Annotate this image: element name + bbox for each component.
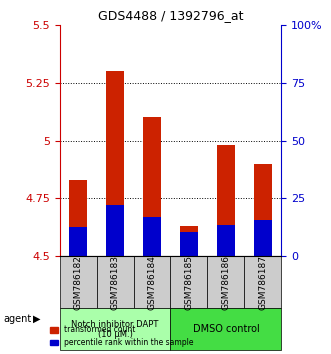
Bar — [69, 180, 87, 256]
Text: GSM786187: GSM786187 — [259, 255, 267, 310]
Text: GSM786183: GSM786183 — [111, 255, 119, 310]
Bar — [170, 308, 281, 350]
Bar — [60, 308, 170, 350]
Text: agent: agent — [3, 314, 31, 324]
Bar — [254, 221, 272, 256]
Title: GDS4488 / 1392796_at: GDS4488 / 1392796_at — [98, 9, 243, 22]
Text: GSM786186: GSM786186 — [221, 255, 230, 310]
Bar — [180, 226, 198, 256]
Legend: transformed count, percentile rank within the sample: transformed count, percentile rank withi… — [47, 322, 196, 350]
Bar — [180, 232, 198, 256]
Bar — [69, 227, 87, 256]
Text: GSM786184: GSM786184 — [148, 255, 157, 310]
Bar — [254, 164, 272, 256]
Bar — [60, 256, 97, 308]
Bar — [217, 225, 235, 256]
Bar — [217, 145, 235, 256]
Text: GSM786185: GSM786185 — [184, 255, 193, 310]
Bar — [244, 256, 281, 308]
Bar — [170, 256, 208, 308]
Text: DMSO control: DMSO control — [193, 324, 259, 334]
Bar — [97, 256, 133, 308]
Bar — [143, 217, 161, 256]
Text: ▶: ▶ — [33, 314, 41, 324]
Bar — [133, 256, 170, 308]
Bar — [208, 256, 244, 308]
Bar — [106, 205, 124, 256]
Bar — [106, 71, 124, 256]
Text: Notch inhibitor DAPT
(10 μM.): Notch inhibitor DAPT (10 μM.) — [71, 320, 159, 339]
Bar — [143, 118, 161, 256]
Text: GSM786182: GSM786182 — [73, 255, 82, 310]
